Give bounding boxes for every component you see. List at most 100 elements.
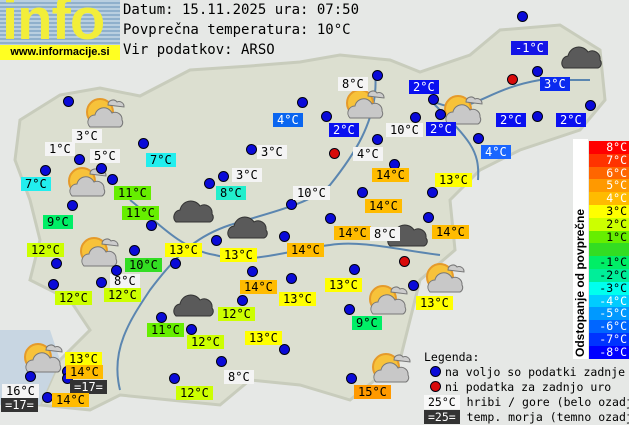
temperature-label: 13°C	[220, 248, 257, 262]
station-dot[interactable]	[138, 138, 149, 149]
sun-cloud-icon	[342, 86, 386, 126]
station-dot[interactable]	[111, 265, 122, 276]
station-dot[interactable]	[344, 304, 355, 315]
station-dot[interactable]	[346, 373, 357, 384]
station-dot[interactable]	[204, 178, 215, 189]
logo-url[interactable]: www.informacije.si	[0, 45, 120, 60]
temperature-label: 16°C	[2, 384, 39, 398]
scale-row: 4°C	[589, 192, 629, 205]
station-dot[interactable]	[246, 144, 257, 155]
station-dot[interactable]	[321, 111, 332, 122]
scale-row: -5°C	[589, 307, 629, 321]
temperature-label: 12°C	[55, 291, 92, 305]
temperature-label: 12°C	[27, 243, 64, 257]
scale-row	[589, 243, 629, 257]
station-dot[interactable]	[247, 266, 258, 277]
scale-row: 5°C	[589, 179, 629, 193]
no-data-dot[interactable]	[399, 256, 410, 267]
station-dot[interactable]	[216, 356, 227, 367]
station-dot[interactable]	[279, 344, 290, 355]
temperature-label: 7°C	[21, 177, 51, 191]
scale-row: 8°C	[589, 141, 629, 154]
station-dot[interactable]	[286, 273, 297, 284]
station-dot[interactable]	[435, 109, 446, 120]
scale-row: -6°C	[589, 320, 629, 333]
station-dot[interactable]	[63, 96, 74, 107]
legend-mountain: hribi / gore (belo ozadje)	[466, 395, 629, 409]
station-dot[interactable]	[146, 220, 157, 231]
station-dot[interactable]	[408, 280, 419, 291]
station-dot[interactable]	[96, 277, 107, 288]
no-data-dot-icon	[430, 381, 441, 392]
sun-cloud-icon	[422, 260, 466, 300]
station-dot[interactable]	[423, 212, 434, 223]
station-dot[interactable]	[532, 111, 543, 122]
station-dot[interactable]	[372, 70, 383, 81]
station-dot[interactable]	[211, 235, 222, 246]
scale-row: -8°C	[589, 345, 629, 359]
station-dot[interactable]	[169, 373, 180, 384]
no-data-dot[interactable]	[507, 74, 518, 85]
logo[interactable]: info www.informacije.si	[0, 0, 120, 60]
scale-title: Odstopanje od povprečne temperature:	[573, 139, 602, 359]
station-dot[interactable]	[428, 94, 439, 105]
temperature-label: 4°C	[273, 113, 303, 127]
station-dot[interactable]	[372, 134, 383, 145]
station-dot[interactable]	[473, 133, 484, 144]
temperature-label: 13°C	[416, 296, 453, 310]
scale-row: 3°C	[589, 205, 629, 218]
legend-title: Legenda:	[424, 350, 480, 364]
station-dot[interactable]	[237, 295, 248, 306]
station-dot[interactable]	[286, 199, 297, 210]
temperature-label: 3°C	[72, 129, 102, 143]
temperature-label: 10°C	[386, 123, 423, 137]
station-dot[interactable]	[349, 264, 360, 275]
station-dot[interactable]	[129, 245, 140, 256]
temperature-label: =17=	[1, 398, 38, 412]
scale-row: 6°C	[589, 166, 629, 180]
station-dot[interactable]	[170, 258, 181, 269]
sun-cloud-icon	[365, 282, 409, 322]
station-dot[interactable]	[325, 213, 336, 224]
scale-row: -4°C	[589, 294, 629, 308]
temperature-label: 3°C	[232, 168, 262, 182]
station-dot[interactable]	[585, 100, 596, 111]
station-dot[interactable]	[517, 11, 528, 22]
no-data-dot[interactable]	[329, 148, 340, 159]
temperature-label: 11°C	[147, 323, 184, 337]
temperature-label: 13°C	[279, 292, 316, 306]
station-dot[interactable]	[410, 112, 421, 123]
temperature-label: 14°C	[287, 243, 324, 257]
station-dot[interactable]	[532, 66, 543, 77]
scale-row: -7°C	[589, 333, 629, 346]
temperature-label: 12°C	[176, 386, 213, 400]
station-dot[interactable]	[427, 187, 438, 198]
station-dot[interactable]	[96, 163, 107, 174]
station-dot[interactable]	[279, 231, 290, 242]
river	[129, 199, 441, 260]
station-dot[interactable]	[67, 200, 78, 211]
station-dot[interactable]	[218, 171, 229, 182]
station-dot[interactable]	[40, 165, 51, 176]
temperature-label: 14°C	[432, 225, 469, 239]
temperature-label: 8°C	[216, 186, 246, 200]
station-dot[interactable]	[51, 258, 62, 269]
station-dot[interactable]	[297, 97, 308, 108]
station-dot[interactable]	[48, 279, 59, 290]
temperature-label: 12°C	[187, 335, 224, 349]
scale-row: 1°C	[589, 230, 629, 244]
temperature-label: 2°C	[556, 113, 586, 127]
temperature-label: 13°C	[245, 331, 282, 345]
temperature-label: 13°C	[65, 352, 102, 366]
station-dot[interactable]	[25, 371, 36, 382]
station-dot[interactable]	[74, 154, 85, 165]
station-dot[interactable]	[186, 324, 197, 335]
temperature-label: 3°C	[257, 145, 287, 159]
temperature-label: 2°C	[426, 122, 456, 136]
station-dot[interactable]	[357, 187, 368, 198]
temperature-label: 8°C	[110, 274, 140, 288]
station-dot[interactable]	[156, 312, 167, 323]
station-dot[interactable]	[107, 174, 118, 185]
temperature-label: 8°C	[370, 227, 400, 241]
legend-available: na voljo so podatki zadnje ure	[445, 365, 629, 379]
